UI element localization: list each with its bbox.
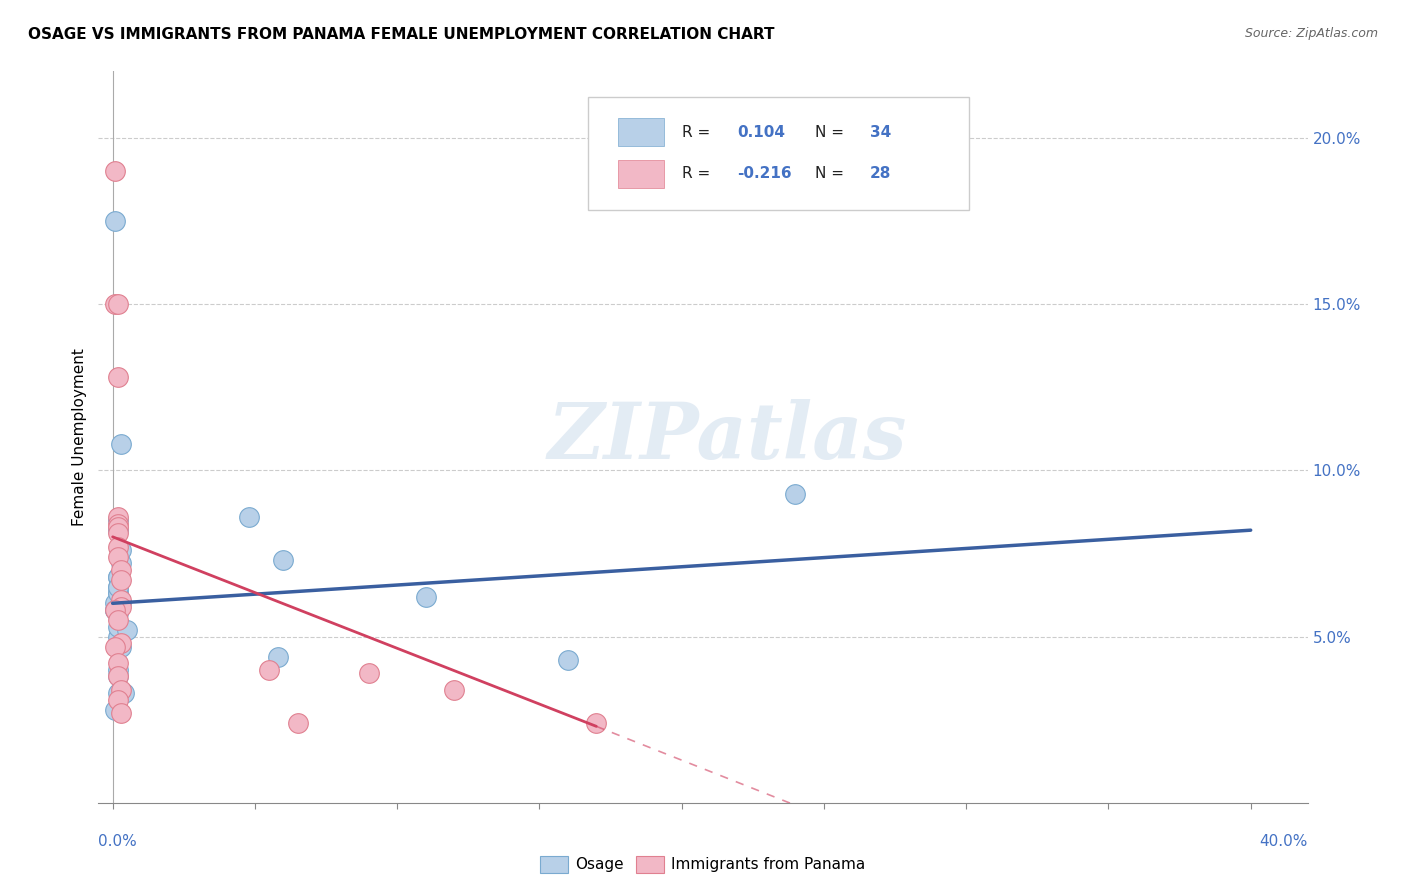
Point xyxy=(107,692,129,706)
Point xyxy=(107,549,129,564)
Text: 0.104: 0.104 xyxy=(737,125,785,139)
Point xyxy=(287,716,309,731)
Point xyxy=(110,636,132,650)
Point xyxy=(257,663,280,677)
Point xyxy=(107,580,129,594)
Point xyxy=(443,682,465,697)
Text: N =: N = xyxy=(815,166,849,181)
Y-axis label: Female Unemployment: Female Unemployment xyxy=(72,348,87,526)
Text: OSAGE VS IMMIGRANTS FROM PANAMA FEMALE UNEMPLOYMENT CORRELATION CHART: OSAGE VS IMMIGRANTS FROM PANAMA FEMALE U… xyxy=(28,27,775,42)
Text: Source: ZipAtlas.com: Source: ZipAtlas.com xyxy=(1244,27,1378,40)
Point xyxy=(107,370,129,384)
Text: 34: 34 xyxy=(870,125,891,139)
Point xyxy=(104,603,127,617)
Text: 0.0%: 0.0% xyxy=(98,834,138,849)
Point xyxy=(785,486,807,500)
Legend: Osage, Immigrants from Panama: Osage, Immigrants from Panama xyxy=(534,849,872,880)
Point xyxy=(104,603,127,617)
Point xyxy=(107,526,129,541)
Point xyxy=(107,669,129,683)
Point xyxy=(107,619,129,633)
Point xyxy=(104,214,127,228)
Point xyxy=(107,540,129,554)
Point xyxy=(107,686,129,700)
Point xyxy=(107,520,129,534)
Point xyxy=(415,590,437,604)
Point xyxy=(107,630,129,644)
Point xyxy=(110,682,132,697)
Point xyxy=(110,557,132,571)
Point xyxy=(107,586,129,600)
Text: R =: R = xyxy=(682,166,716,181)
Point xyxy=(107,513,129,527)
Point xyxy=(357,666,380,681)
Point xyxy=(266,649,288,664)
Point xyxy=(104,164,127,178)
Point xyxy=(585,716,607,731)
Point xyxy=(110,593,132,607)
Point xyxy=(112,686,135,700)
Point xyxy=(238,509,260,524)
Point xyxy=(110,596,132,610)
Point xyxy=(110,640,132,654)
Point xyxy=(110,599,132,614)
Point xyxy=(107,586,129,600)
Text: N =: N = xyxy=(815,125,849,139)
Point xyxy=(110,619,132,633)
Point xyxy=(107,516,129,531)
Point xyxy=(107,523,129,537)
Point xyxy=(104,640,127,654)
FancyBboxPatch shape xyxy=(619,160,664,187)
Point xyxy=(110,563,132,577)
Point xyxy=(107,613,129,627)
FancyBboxPatch shape xyxy=(588,97,969,211)
Point xyxy=(110,436,132,450)
Point xyxy=(273,553,295,567)
Point xyxy=(107,580,129,594)
Point xyxy=(115,623,138,637)
Point xyxy=(104,703,127,717)
Text: 28: 28 xyxy=(870,166,891,181)
Point xyxy=(110,543,132,558)
Point xyxy=(107,570,129,584)
Point xyxy=(110,573,132,587)
Point xyxy=(107,570,129,584)
Point xyxy=(107,297,129,311)
Text: -0.216: -0.216 xyxy=(737,166,792,181)
Point xyxy=(107,607,129,621)
Text: 40.0%: 40.0% xyxy=(1260,834,1308,849)
Point xyxy=(110,623,132,637)
Point xyxy=(104,297,127,311)
Point xyxy=(107,656,129,670)
Text: R =: R = xyxy=(682,125,716,139)
Point xyxy=(107,669,129,683)
Point xyxy=(104,603,127,617)
Point xyxy=(107,663,129,677)
Point xyxy=(104,596,127,610)
Point xyxy=(107,509,129,524)
Text: ZIPatlas: ZIPatlas xyxy=(547,399,907,475)
Point xyxy=(557,653,579,667)
FancyBboxPatch shape xyxy=(619,118,664,146)
Point xyxy=(110,706,132,720)
